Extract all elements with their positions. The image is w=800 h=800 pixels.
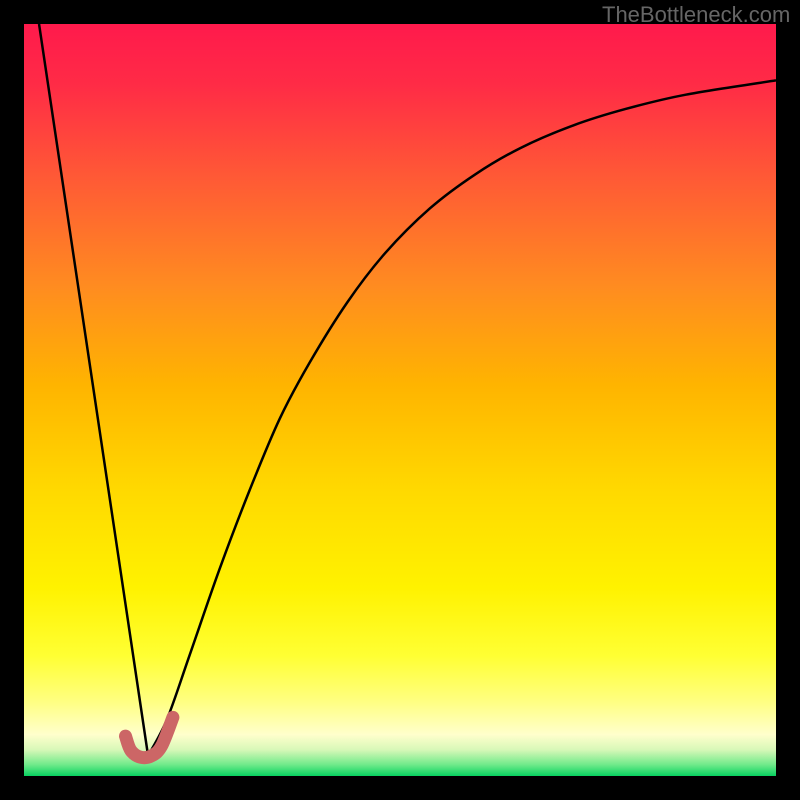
chart-plot-area [24,24,776,776]
chart-svg [24,24,776,776]
chart-background-gradient [24,24,776,776]
